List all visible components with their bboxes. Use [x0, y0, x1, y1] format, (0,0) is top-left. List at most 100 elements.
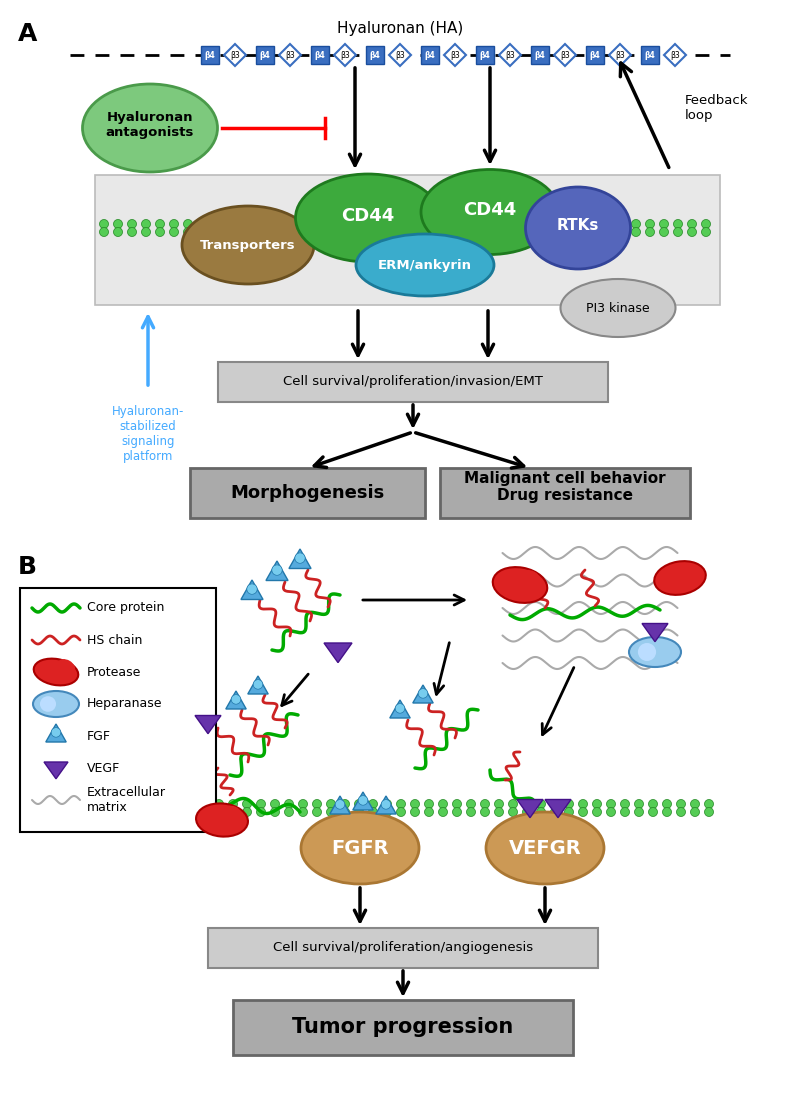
Circle shape	[410, 808, 419, 817]
Circle shape	[313, 808, 322, 817]
Polygon shape	[499, 44, 521, 66]
Circle shape	[335, 800, 345, 809]
Polygon shape	[353, 792, 373, 810]
Polygon shape	[389, 44, 411, 66]
Circle shape	[397, 800, 406, 809]
Text: Cell survival/proliferation/invasion/EMT: Cell survival/proliferation/invasion/EMT	[283, 376, 543, 389]
Circle shape	[702, 220, 710, 229]
Ellipse shape	[561, 279, 675, 337]
Circle shape	[478, 220, 486, 229]
Circle shape	[214, 800, 223, 809]
Circle shape	[634, 808, 643, 817]
Circle shape	[562, 220, 570, 229]
Circle shape	[183, 228, 193, 237]
Circle shape	[537, 808, 546, 817]
Circle shape	[99, 228, 109, 237]
Ellipse shape	[196, 803, 248, 837]
Circle shape	[453, 800, 462, 809]
Text: β4: β4	[370, 50, 380, 60]
Circle shape	[298, 800, 307, 809]
Circle shape	[285, 800, 294, 809]
Circle shape	[506, 228, 514, 237]
Polygon shape	[279, 44, 301, 66]
Polygon shape	[609, 44, 631, 66]
Circle shape	[242, 808, 251, 817]
Ellipse shape	[58, 660, 74, 674]
Circle shape	[649, 808, 658, 817]
Text: Cell survival/proliferation/angiogenesis: Cell survival/proliferation/angiogenesis	[273, 941, 533, 954]
Circle shape	[323, 228, 333, 237]
Text: β3: β3	[340, 50, 350, 60]
Circle shape	[565, 808, 574, 817]
Circle shape	[578, 800, 587, 809]
Circle shape	[646, 220, 654, 229]
Text: Feedback
loop: Feedback loop	[685, 94, 749, 122]
Circle shape	[369, 808, 378, 817]
Ellipse shape	[182, 206, 314, 284]
Polygon shape	[241, 580, 263, 600]
Circle shape	[51, 728, 61, 738]
Circle shape	[494, 808, 503, 817]
Circle shape	[127, 220, 137, 229]
Polygon shape	[334, 44, 356, 66]
Circle shape	[142, 220, 150, 229]
Ellipse shape	[493, 567, 547, 603]
Circle shape	[382, 800, 391, 809]
FancyBboxPatch shape	[20, 588, 216, 832]
Circle shape	[323, 220, 333, 229]
Ellipse shape	[33, 691, 79, 717]
Circle shape	[534, 228, 542, 237]
Text: β4: β4	[260, 50, 270, 60]
Circle shape	[702, 228, 710, 237]
Circle shape	[466, 808, 475, 817]
Circle shape	[606, 808, 615, 817]
Circle shape	[438, 800, 447, 809]
Circle shape	[631, 220, 641, 229]
Text: β3: β3	[560, 50, 570, 60]
Circle shape	[690, 800, 699, 809]
Circle shape	[114, 228, 122, 237]
Ellipse shape	[629, 637, 681, 667]
Circle shape	[326, 808, 335, 817]
FancyBboxPatch shape	[476, 46, 494, 64]
Text: Extracellular
matrix: Extracellular matrix	[87, 785, 166, 814]
Circle shape	[481, 800, 490, 809]
Circle shape	[674, 228, 682, 237]
Circle shape	[593, 808, 602, 817]
Circle shape	[422, 220, 430, 229]
Circle shape	[687, 228, 697, 237]
Circle shape	[229, 800, 238, 809]
Circle shape	[590, 220, 598, 229]
FancyBboxPatch shape	[233, 1000, 573, 1055]
Circle shape	[326, 800, 335, 809]
Circle shape	[705, 800, 714, 809]
Ellipse shape	[222, 807, 242, 823]
Circle shape	[295, 220, 305, 229]
Circle shape	[351, 220, 361, 229]
Circle shape	[379, 220, 389, 229]
Circle shape	[366, 228, 374, 237]
Circle shape	[253, 680, 262, 689]
Circle shape	[621, 808, 630, 817]
Circle shape	[397, 808, 406, 817]
FancyBboxPatch shape	[641, 46, 659, 64]
Circle shape	[267, 228, 277, 237]
Circle shape	[687, 220, 697, 229]
Circle shape	[575, 220, 585, 229]
Circle shape	[358, 795, 368, 805]
Circle shape	[198, 220, 206, 229]
Circle shape	[590, 228, 598, 237]
Circle shape	[338, 228, 346, 237]
Circle shape	[338, 220, 346, 229]
Text: ERM/ankyrin: ERM/ankyrin	[378, 259, 472, 271]
Polygon shape	[248, 675, 268, 694]
Circle shape	[198, 228, 206, 237]
Text: Protease: Protease	[87, 665, 142, 679]
Circle shape	[662, 800, 671, 809]
Polygon shape	[517, 800, 543, 818]
Circle shape	[272, 564, 282, 575]
Circle shape	[690, 808, 699, 817]
Circle shape	[677, 800, 686, 809]
Ellipse shape	[356, 234, 494, 296]
Circle shape	[547, 228, 557, 237]
